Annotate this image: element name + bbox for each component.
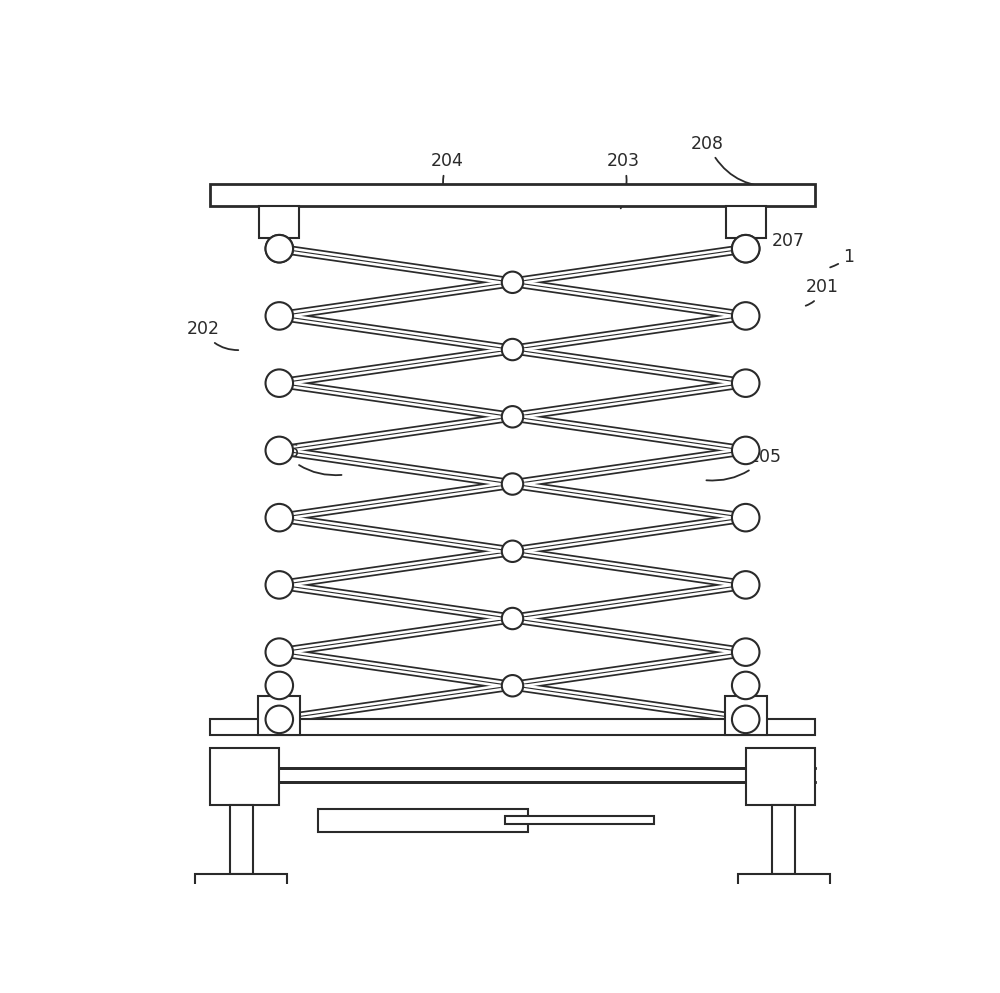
Text: 1: 1 <box>830 248 854 267</box>
Circle shape <box>266 571 293 599</box>
Circle shape <box>732 235 759 262</box>
Text: 205: 205 <box>706 448 781 481</box>
Bar <box>772 805 795 874</box>
Circle shape <box>732 437 759 464</box>
Circle shape <box>732 235 759 262</box>
Text: 201: 201 <box>806 278 839 306</box>
Circle shape <box>266 671 293 699</box>
Circle shape <box>732 671 759 699</box>
Text: 203: 203 <box>607 152 640 209</box>
Bar <box>210 748 279 805</box>
Bar <box>505 816 654 824</box>
Circle shape <box>502 540 523 562</box>
Text: 208: 208 <box>691 135 777 187</box>
Circle shape <box>732 638 759 666</box>
Circle shape <box>502 474 523 495</box>
Bar <box>726 206 766 237</box>
Circle shape <box>266 706 293 733</box>
Bar <box>210 719 815 735</box>
Circle shape <box>502 406 523 428</box>
Circle shape <box>266 437 293 464</box>
Bar <box>725 696 767 735</box>
Circle shape <box>732 369 759 397</box>
Circle shape <box>266 302 293 330</box>
Circle shape <box>732 706 759 733</box>
Circle shape <box>502 339 523 360</box>
Circle shape <box>502 608 523 630</box>
Circle shape <box>266 235 293 262</box>
Bar <box>210 184 815 206</box>
Circle shape <box>502 272 523 293</box>
Text: 204: 204 <box>431 152 464 205</box>
Circle shape <box>266 235 293 262</box>
Circle shape <box>266 369 293 397</box>
Bar <box>259 206 299 237</box>
Text: 206: 206 <box>267 443 342 476</box>
Bar <box>230 805 253 874</box>
Bar <box>738 874 830 911</box>
Text: 207: 207 <box>755 224 804 250</box>
Circle shape <box>502 675 523 696</box>
Circle shape <box>732 302 759 330</box>
Circle shape <box>732 571 759 599</box>
Circle shape <box>266 638 293 666</box>
Circle shape <box>732 503 759 531</box>
Bar <box>195 874 287 911</box>
Bar <box>746 748 815 805</box>
Bar <box>318 809 528 832</box>
Bar <box>258 696 300 735</box>
Circle shape <box>266 503 293 531</box>
Text: 202: 202 <box>186 321 238 351</box>
